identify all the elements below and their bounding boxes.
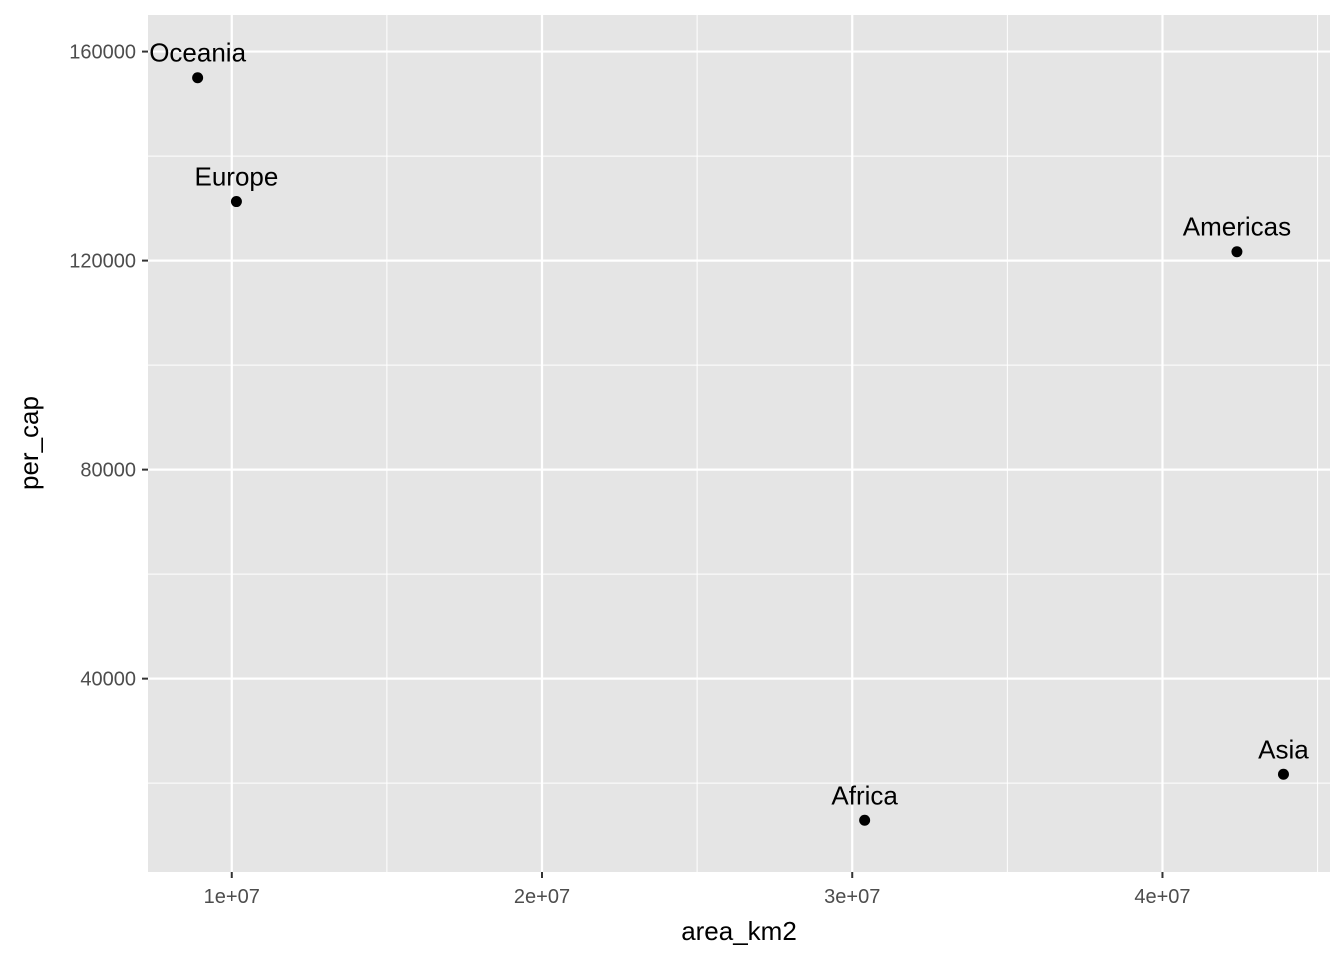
- point-label: Africa: [831, 780, 898, 810]
- y-tick-label: 40000: [80, 669, 136, 691]
- y-tick-label: 120000: [69, 251, 136, 273]
- y-tick-label: 80000: [80, 460, 136, 482]
- x-tick-label: 1e+07: [204, 886, 260, 908]
- point-label: Europe: [194, 162, 278, 192]
- panel-background: [148, 15, 1330, 872]
- x-tick-label: 3e+07: [824, 886, 880, 908]
- minor-gridlines: [148, 15, 1330, 872]
- data-point: [859, 814, 871, 826]
- x-tick-label: 4e+07: [1134, 886, 1190, 908]
- x-axis-title: area_km2: [681, 916, 797, 946]
- major-gridlines: [148, 15, 1330, 872]
- data-points: Oceania Europe Americas Africa Asia: [149, 38, 1309, 826]
- data-point: [230, 196, 242, 208]
- data-point: [192, 72, 204, 84]
- x-axis-ticks: 1e+07 2e+07 3e+07 4e+07: [204, 872, 1191, 908]
- x-tick-label: 2e+07: [514, 886, 570, 908]
- point-label: Asia: [1258, 734, 1309, 764]
- y-axis-ticks: 40000 80000 120000 160000: [69, 42, 148, 691]
- data-point: [1277, 768, 1289, 780]
- point-label: Americas: [1183, 212, 1291, 242]
- y-axis-title: per_cap: [14, 396, 44, 490]
- data-point: [1231, 246, 1243, 258]
- point-label: Oceania: [149, 38, 246, 68]
- y-tick-label: 160000: [69, 42, 136, 64]
